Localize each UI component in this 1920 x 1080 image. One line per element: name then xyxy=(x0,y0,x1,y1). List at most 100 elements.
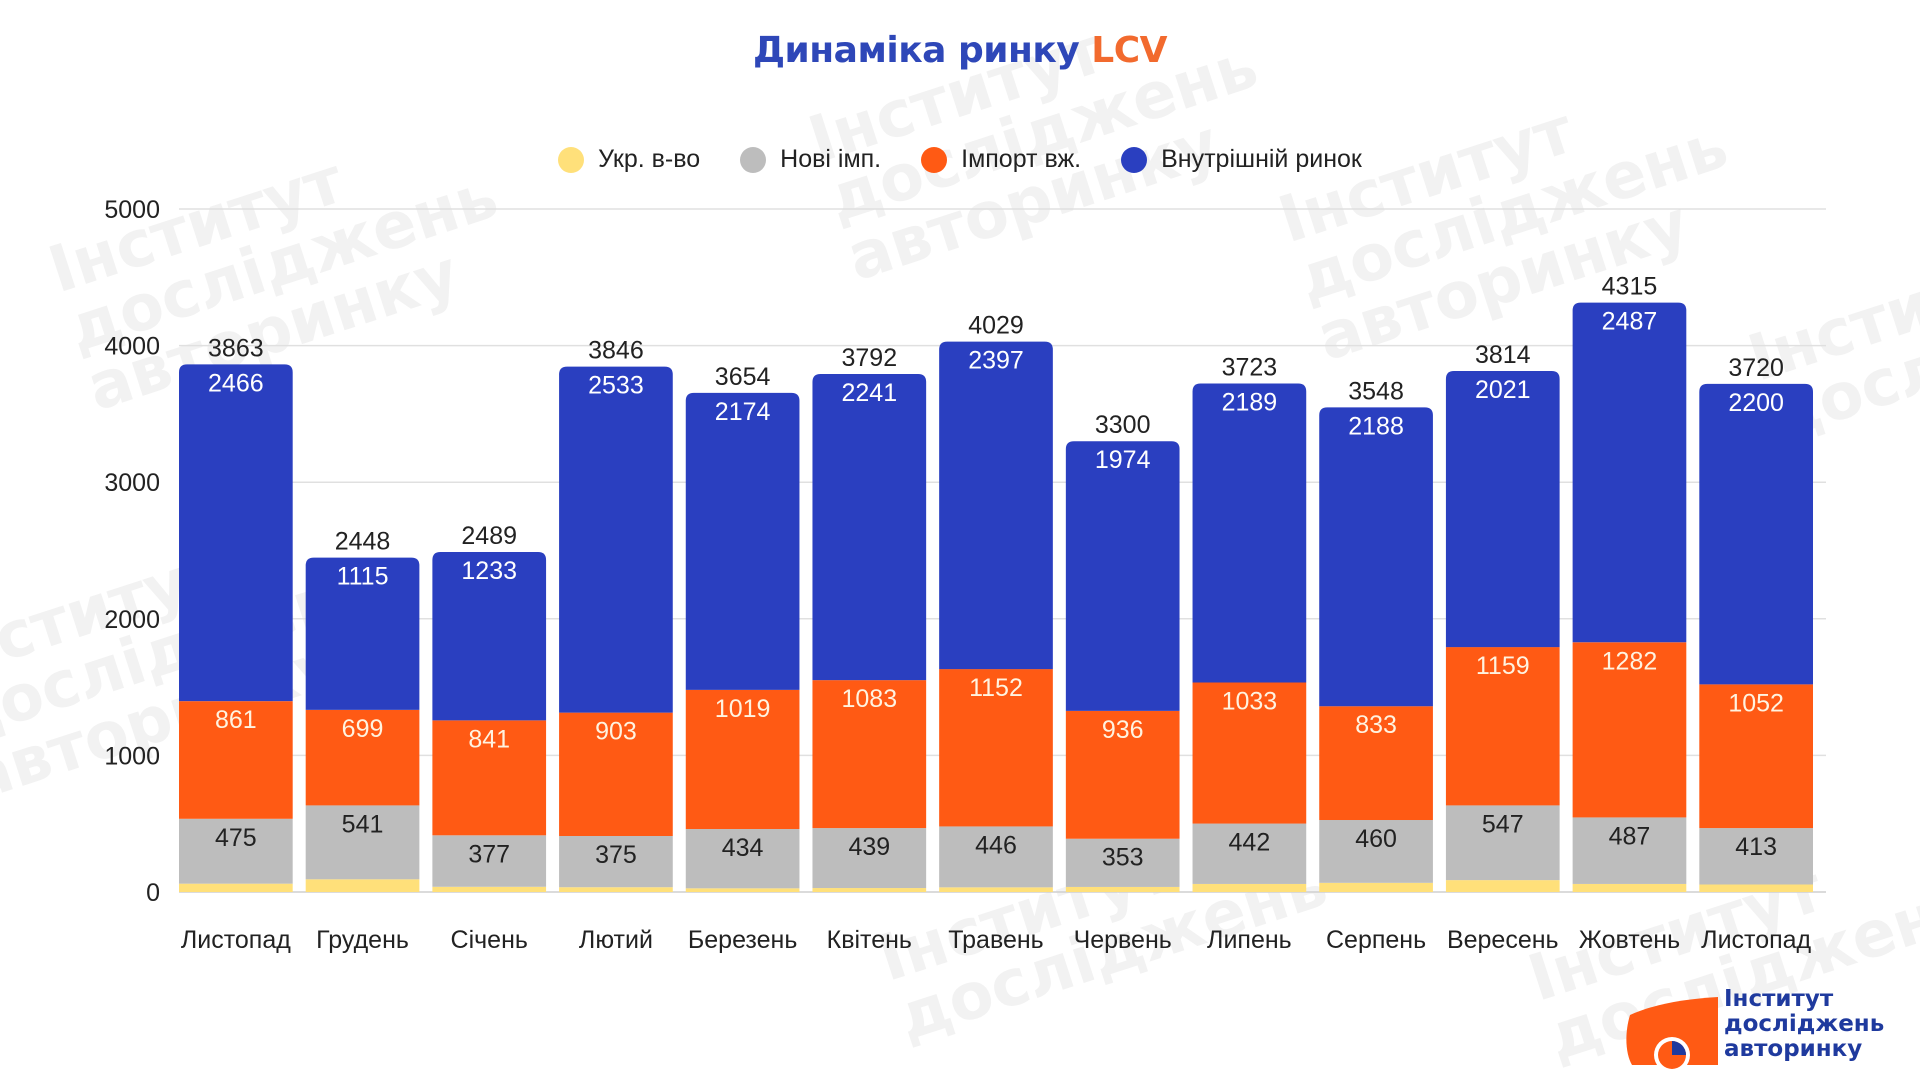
segment-value-label: 1019 xyxy=(715,695,771,723)
bar-segment-Нові імп. xyxy=(1065,838,1180,887)
segment-value-label: 2466 xyxy=(208,369,264,397)
total-value-label: 3720 xyxy=(1728,354,1784,382)
legend-item-ukr: Укр. в-во xyxy=(558,145,700,174)
segment-value-label: 375 xyxy=(595,841,637,869)
legend-dot-icon xyxy=(1121,146,1148,173)
bars xyxy=(179,302,1813,892)
bar-segment-Нові імп. xyxy=(812,828,927,889)
bar-stack xyxy=(179,364,293,892)
x-axis: Листопад Грудень Січень Лютий Березень Квітен… xyxy=(181,926,1812,954)
segment-value-label: 442 xyxy=(1229,829,1271,857)
bar-stack xyxy=(305,557,420,892)
bar-segment-Внутрішній ринок xyxy=(179,364,293,702)
chart-title-accent: LCV xyxy=(1091,30,1168,71)
total-value-label: 3814 xyxy=(1475,341,1531,369)
bar-segment-Внутрішній ринок xyxy=(1065,441,1180,711)
y-tick-label: 4000 xyxy=(104,333,160,361)
bar-segment-Імпорт вж. xyxy=(1699,684,1813,829)
bar-segment-Нові імп. xyxy=(685,829,800,889)
segment-value-label: 1152 xyxy=(969,674,1023,702)
total-value-label: 4315 xyxy=(1602,273,1658,301)
bar-segment-Укр. в-во xyxy=(1065,886,1180,892)
segment-value-label: 2021 xyxy=(1475,376,1531,404)
total-value-label: 3723 xyxy=(1222,353,1278,381)
segment-value-label: 413 xyxy=(1735,833,1777,861)
segment-value-label: 541 xyxy=(342,810,384,838)
legend-dot-icon xyxy=(558,146,585,173)
bar-segment-Нові імп. xyxy=(1699,828,1813,885)
segment-value-label: 1052 xyxy=(1728,689,1784,717)
bar-segment-Імпорт вж. xyxy=(305,709,420,806)
legend-label: Імпорт вж. xyxy=(961,145,1082,173)
segment-value-label: 377 xyxy=(468,840,510,868)
legend-item-domestic: Внутрішній ринок xyxy=(1121,145,1362,174)
segment-value-label: 2241 xyxy=(841,379,897,407)
segment-value-label: 2189 xyxy=(1222,388,1278,416)
bar-segment-Імпорт вж. xyxy=(1572,642,1687,818)
x-tick-label: Лютий xyxy=(579,926,653,954)
bar-stack xyxy=(559,366,673,892)
segment-value-label: 1159 xyxy=(1476,652,1530,680)
x-tick-label: Листопад xyxy=(181,926,291,954)
bar-stack xyxy=(812,374,927,892)
bar-segment-Укр. в-во xyxy=(1192,883,1307,892)
bar-stack xyxy=(432,552,547,892)
logo-car-icon xyxy=(1626,997,1718,1073)
bar-segment-Нові імп. xyxy=(305,805,420,880)
segment-value-label: 446 xyxy=(975,831,1017,859)
data-labels: 475 861 2466 3863 541 699 1115 2448 377 841 1233 24… xyxy=(208,273,1784,872)
bar-segment-Внутрішній ринок xyxy=(1319,407,1433,707)
bar-segment-Укр. в-во xyxy=(1445,880,1560,892)
y-tick-label: 5000 xyxy=(104,196,160,224)
bar-segment-Нові імп. xyxy=(1192,823,1307,884)
bar-segment-Укр. в-во xyxy=(685,888,800,892)
bar-segment-Укр. в-во xyxy=(812,888,927,892)
bar-segment-Нові імп. xyxy=(1319,820,1433,883)
bar-segment-Нові імп. xyxy=(1572,817,1687,884)
x-tick-label: Березень xyxy=(688,926,798,954)
bar-segment-Імпорт вж. xyxy=(812,680,927,829)
segment-value-label: 861 xyxy=(215,706,257,734)
segment-value-label: 1033 xyxy=(1222,687,1278,715)
bar-segment-Внутрішній ринок xyxy=(1192,383,1307,683)
x-tick-label: Квітень xyxy=(827,926,912,954)
total-value-label: 4029 xyxy=(968,312,1024,340)
segment-value-label: 2397 xyxy=(968,347,1024,375)
chart-title: Динаміка ринку LCV xyxy=(0,30,1920,71)
y-tick-label: 3000 xyxy=(104,469,160,497)
x-tick-label: Січень xyxy=(451,926,528,954)
y-tick-label: 0 xyxy=(146,879,160,907)
bar-segment-Внутрішній ринок xyxy=(812,374,927,681)
bar-segment-Імпорт вж. xyxy=(432,720,547,836)
segment-value-label: 1115 xyxy=(337,563,389,591)
bar-segment-Імпорт вж. xyxy=(1065,710,1180,839)
bar-segment-Укр. в-во xyxy=(559,887,673,892)
legend-label: Нові імп. xyxy=(780,145,882,173)
bar-segment-Внутрішній ринок xyxy=(1699,383,1813,685)
bar-stack xyxy=(685,392,800,892)
x-tick-label: Вересень xyxy=(1447,926,1559,954)
segment-value-label: 833 xyxy=(1355,711,1397,739)
y-tick-label: 1000 xyxy=(104,742,160,770)
bar-segment-Укр. в-во xyxy=(432,886,547,892)
logo-line-3: авторинку xyxy=(1724,1036,1863,1062)
segment-value-label: 353 xyxy=(1102,844,1144,872)
segment-value-label: 2174 xyxy=(715,398,771,426)
chart-title-main: Динаміка ринку xyxy=(752,30,1080,71)
legend-label: Внутрішній ринок xyxy=(1161,145,1362,173)
bar-stack xyxy=(1699,383,1813,892)
segment-value-label: 2533 xyxy=(588,372,644,400)
segment-value-label: 439 xyxy=(848,833,890,861)
bar-segment-Укр. в-во xyxy=(1319,882,1433,892)
bar-segment-Імпорт вж. xyxy=(685,689,800,830)
bar-segment-Нові імп. xyxy=(179,818,293,884)
segment-value-label: 2188 xyxy=(1348,412,1404,440)
legend: Укр. в-во Нові імп. Імпорт вж. Внутрішні… xyxy=(0,145,1920,174)
segment-value-label: 841 xyxy=(468,725,510,753)
x-tick-label: Грудень xyxy=(316,926,409,954)
logo-line-1: Інститут xyxy=(1724,986,1834,1012)
segment-value-label: 487 xyxy=(1609,822,1651,850)
x-tick-label: Жовтень xyxy=(1579,926,1680,954)
bar-stack xyxy=(1445,371,1560,892)
segment-value-label: 475 xyxy=(215,824,257,852)
